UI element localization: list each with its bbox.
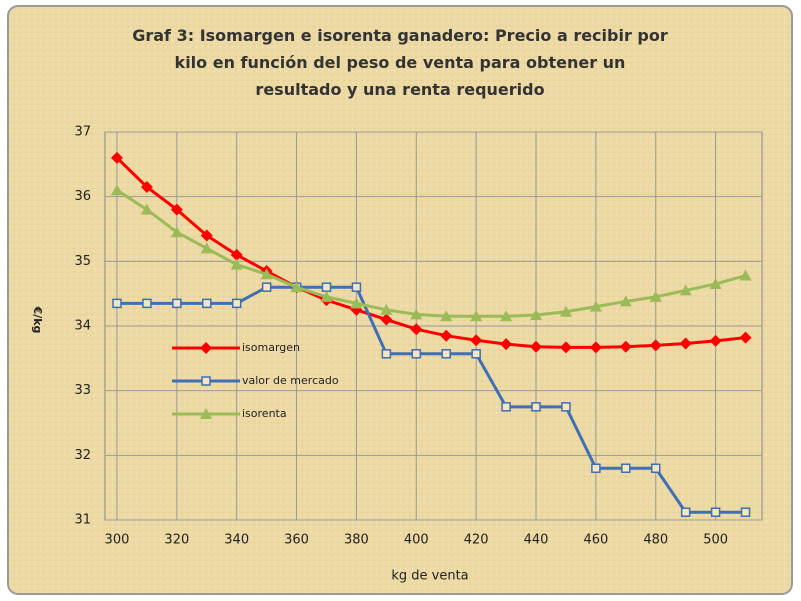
- data-point: [381, 349, 392, 359]
- data-point: [440, 329, 453, 342]
- y-tick-label: 35: [74, 254, 91, 269]
- data-point: [650, 463, 661, 474]
- data-point: [261, 282, 272, 292]
- data-point: [351, 282, 362, 292]
- x-tick-label: 480: [643, 533, 668, 548]
- data-point: [230, 248, 243, 261]
- x-tick-label: 340: [224, 533, 249, 548]
- data-point: [140, 180, 153, 193]
- data-point: [530, 309, 543, 321]
- data-point: [290, 281, 303, 293]
- series-line: [116, 285, 746, 514]
- x-tick-label: 380: [344, 533, 369, 548]
- data-point: [619, 295, 632, 307]
- data-point: [350, 297, 363, 309]
- data-point: [591, 463, 601, 474]
- data-point: [231, 298, 242, 309]
- data-point: [740, 507, 751, 517]
- legend-marker: [201, 376, 211, 386]
- x-tick-label: 440: [524, 533, 549, 548]
- x-tick-label: 320: [164, 533, 189, 548]
- data-point: [441, 349, 451, 359]
- data-point: [500, 310, 513, 322]
- data-point: [321, 282, 332, 292]
- data-point: [380, 303, 393, 315]
- y-axis-label: €/kg: [31, 306, 44, 334]
- x-axis-label: kg de venta: [391, 569, 468, 584]
- y-tick-label: 32: [74, 448, 91, 463]
- data-point: [470, 334, 483, 347]
- data-point: [320, 290, 333, 302]
- data-point: [200, 229, 213, 242]
- data-point: [680, 507, 691, 517]
- data-point: [739, 331, 752, 344]
- data-point: [202, 298, 212, 309]
- x-tick-label: 400: [404, 533, 429, 548]
- series-line: [116, 188, 746, 318]
- data-point: [110, 184, 123, 196]
- chart-title: Graf 3: Isomargen e isorenta ganadero: P…: [132, 26, 668, 99]
- data-point: [709, 334, 722, 347]
- data-point: [112, 298, 122, 309]
- data-point: [471, 349, 481, 359]
- data-point: [200, 242, 213, 254]
- y-tick-label: 34: [74, 319, 91, 334]
- data-point: [470, 310, 483, 322]
- data-point: [440, 310, 453, 322]
- data-point: [649, 290, 662, 302]
- data-point: [172, 298, 182, 309]
- data-point: [142, 298, 152, 309]
- data-point: [559, 341, 572, 354]
- data-point: [500, 338, 513, 351]
- data-point: [679, 337, 692, 350]
- y-tick-label: 37: [74, 125, 91, 140]
- data-point: [589, 341, 602, 354]
- data-point: [679, 284, 692, 296]
- legend-label: valor de mercado: [242, 374, 339, 387]
- data-point: [410, 323, 423, 336]
- x-tick-label: 300: [105, 533, 130, 548]
- data-point: [589, 300, 602, 312]
- data-point: [709, 277, 722, 289]
- data-point: [621, 463, 631, 474]
- data-point: [530, 340, 543, 353]
- data-point: [410, 308, 423, 320]
- data-point: [170, 226, 183, 238]
- legend-label: isomargen: [242, 341, 300, 354]
- legend-marker: [200, 408, 212, 419]
- y-tick-label: 33: [74, 383, 91, 398]
- series-line: [115, 156, 746, 349]
- data-point: [531, 402, 541, 412]
- x-tick-label: 500: [703, 533, 728, 548]
- data-point: [559, 305, 572, 317]
- data-point: [649, 339, 662, 352]
- y-tick-label: 36: [74, 189, 91, 204]
- data-point: [110, 151, 123, 164]
- legend-marker: [200, 342, 212, 354]
- data-point: [230, 258, 243, 270]
- data-point: [501, 402, 511, 412]
- data-point: [411, 349, 422, 359]
- x-tick-label: 420: [464, 533, 489, 548]
- data-point: [380, 313, 393, 326]
- legend-label: isorenta: [242, 407, 287, 420]
- data-point: [710, 507, 721, 517]
- x-tick-label: 460: [583, 533, 608, 548]
- y-tick-label: 31: [74, 513, 91, 528]
- data-point: [260, 268, 273, 280]
- data-point: [619, 340, 632, 353]
- x-tick-label: 360: [284, 533, 309, 548]
- data-point: [561, 402, 571, 412]
- data-point: [140, 203, 153, 215]
- data-point: [739, 269, 752, 281]
- data-point: [170, 203, 183, 216]
